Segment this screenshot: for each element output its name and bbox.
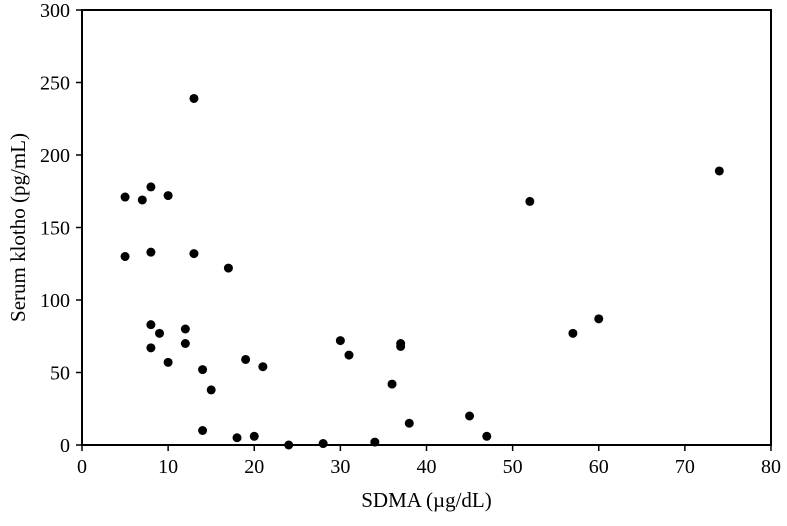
y-tick-label: 250 <box>40 73 70 95</box>
scatter-point <box>396 341 406 351</box>
x-tick-label: 70 <box>675 456 695 478</box>
x-tick-label: 40 <box>417 456 437 478</box>
scatter-point <box>387 379 397 389</box>
scatter-point <box>198 365 208 375</box>
y-axis-title: Serum klotho (pg/mL) <box>6 133 30 322</box>
scatter-point <box>146 343 156 353</box>
scatter-point <box>180 324 190 334</box>
scatter-point <box>714 166 724 176</box>
scatter-point <box>163 191 173 201</box>
data-points <box>120 93 724 450</box>
scatter-point <box>335 336 345 346</box>
scatter-point <box>241 354 251 364</box>
y-tick-label: 50 <box>50 363 70 385</box>
y-tick-label: 150 <box>40 218 70 240</box>
scatter-point <box>146 182 156 192</box>
scatter-point <box>189 249 199 259</box>
scatter-point <box>568 328 578 338</box>
scatter-point <box>120 192 130 202</box>
plot-area-frame <box>81 9 772 446</box>
axis-ticks <box>76 9 772 451</box>
scatter-point <box>146 247 156 257</box>
x-tick-label: 10 <box>158 456 178 478</box>
scatter-point <box>163 357 173 367</box>
y-tick-label: 0 <box>60 435 70 457</box>
scatter-point <box>120 252 130 261</box>
scatter-point <box>232 433 242 443</box>
x-tick-label: 80 <box>761 456 781 478</box>
scatter-point <box>198 426 208 435</box>
x-tick-label: 20 <box>244 456 264 478</box>
scatter-point <box>594 314 604 324</box>
scatter-point <box>404 418 414 428</box>
x-tick-label: 0 <box>77 456 87 478</box>
x-tick-label: 50 <box>503 456 523 478</box>
scatter-point <box>482 431 492 441</box>
scatter-point <box>189 93 199 103</box>
x-tick-label: 60 <box>589 456 609 478</box>
scatter-point <box>525 196 535 206</box>
y-tick-label: 300 <box>40 0 70 22</box>
scatter-point <box>223 263 233 273</box>
scatter-point <box>206 385 216 395</box>
scatter-point <box>258 362 268 372</box>
scatter-point <box>465 411 475 421</box>
scatter-point <box>344 350 354 360</box>
x-tick-label: 30 <box>330 456 350 478</box>
scatter-point <box>318 439 328 449</box>
x-axis-title: SDMA (µg/dL) <box>361 488 492 512</box>
y-tick-label: 100 <box>40 290 70 312</box>
scatter-point <box>137 195 147 205</box>
scatter-point <box>249 431 259 441</box>
scatter-point <box>180 339 190 348</box>
y-tick-label: 200 <box>40 145 70 167</box>
scatter-point <box>146 320 156 330</box>
tick-labels: 0 10 20 30 40 50 60 70 80 0 50 100 150 200 250 300 <box>40 0 781 478</box>
scatter-point <box>155 328 165 338</box>
